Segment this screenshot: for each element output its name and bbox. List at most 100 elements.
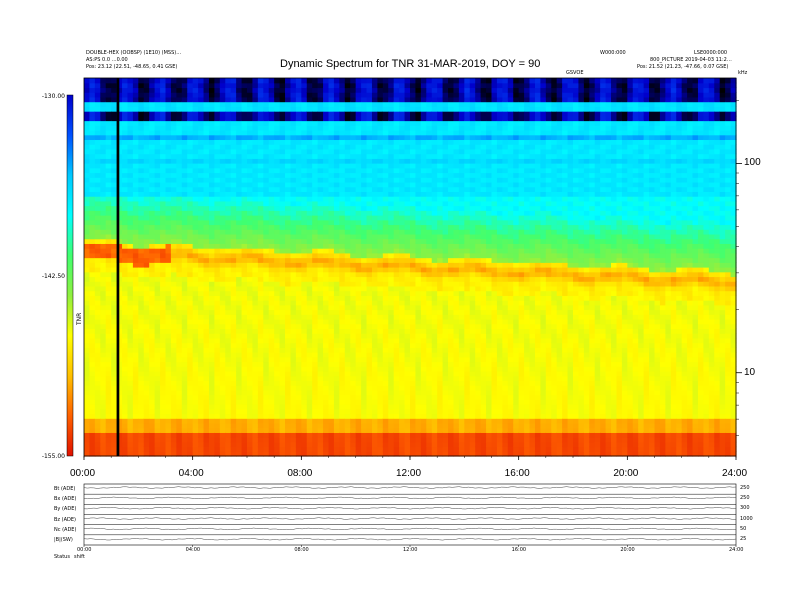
heatmap-cell bbox=[268, 167, 275, 174]
heatmap-cell bbox=[404, 210, 411, 216]
heatmap-cell bbox=[138, 148, 145, 155]
heatmap-cell bbox=[366, 276, 373, 282]
heatmap-cell bbox=[225, 115, 232, 122]
heatmap-cell bbox=[382, 243, 389, 249]
heatmap-cell bbox=[306, 451, 313, 457]
heatmap-cell bbox=[84, 356, 91, 363]
heatmap-cell bbox=[214, 144, 221, 150]
heatmap-cell bbox=[160, 210, 167, 216]
heatmap-cell bbox=[165, 200, 172, 207]
heatmap-cell bbox=[122, 314, 129, 320]
heatmap-cell bbox=[138, 352, 145, 358]
heatmap-cell bbox=[333, 380, 340, 386]
heatmap-cell bbox=[94, 158, 101, 164]
heatmap-cell bbox=[247, 394, 254, 400]
heatmap-cell bbox=[404, 427, 411, 433]
heatmap-cell bbox=[306, 295, 313, 301]
heatmap-cell bbox=[355, 233, 362, 240]
heatmap-cell bbox=[252, 408, 259, 415]
heatmap-cell bbox=[268, 281, 275, 287]
heatmap-cell bbox=[170, 111, 177, 117]
heatmap-cell bbox=[333, 257, 340, 263]
heatmap-cell bbox=[366, 394, 373, 400]
heatmap-cell bbox=[230, 210, 237, 216]
heatmap-cell bbox=[323, 333, 330, 339]
heatmap-cell bbox=[312, 252, 319, 259]
heatmap-cell bbox=[230, 418, 237, 424]
heatmap-cell bbox=[257, 432, 264, 438]
heatmap-cell bbox=[371, 158, 378, 164]
heatmap-cell bbox=[214, 167, 221, 174]
heatmap-cell bbox=[317, 233, 324, 240]
heatmap-cell bbox=[170, 106, 177, 112]
heatmap-cell bbox=[84, 115, 91, 122]
heatmap-cell bbox=[138, 389, 145, 396]
heatmap-cell bbox=[382, 304, 389, 311]
heatmap-cell bbox=[219, 163, 226, 169]
heatmap-cell bbox=[122, 181, 129, 188]
heatmap-cell bbox=[187, 413, 194, 419]
header-left-line3: Pos: 23.12 (22.51, -48.65, 0.41 GSE) bbox=[86, 64, 178, 70]
heatmap-cell bbox=[203, 106, 210, 112]
heatmap-cell bbox=[377, 356, 384, 363]
heatmap-cell bbox=[350, 318, 357, 325]
heatmap-cell bbox=[377, 125, 384, 131]
heatmap-cell bbox=[225, 304, 232, 311]
heatmap-cell bbox=[198, 257, 205, 263]
heatmap-cell bbox=[89, 163, 96, 169]
heatmap-cell bbox=[268, 111, 275, 117]
heatmap-cell bbox=[198, 82, 205, 89]
heatmap-cell bbox=[371, 281, 378, 287]
heatmap-cell bbox=[350, 92, 357, 98]
heatmap-cell bbox=[127, 300, 134, 306]
colorbar-tick-top: -130.00 bbox=[41, 93, 65, 100]
heatmap-cell bbox=[198, 172, 205, 178]
heatmap-cell bbox=[301, 309, 308, 315]
heatmap-cell bbox=[268, 186, 275, 193]
heatmap-cell bbox=[143, 153, 150, 159]
heatmap-cell bbox=[312, 389, 319, 396]
heatmap-cell bbox=[122, 215, 129, 221]
heatmap-cell bbox=[317, 115, 324, 122]
heatmap-cell bbox=[361, 82, 368, 89]
heatmap-cell bbox=[122, 153, 129, 159]
heatmap-cell bbox=[355, 281, 362, 287]
heatmap-cell bbox=[198, 196, 205, 202]
heatmap-cell bbox=[165, 418, 172, 424]
heatmap-cell bbox=[382, 295, 389, 301]
heatmap-cell bbox=[393, 389, 400, 396]
heatmap-cell bbox=[181, 177, 188, 183]
heatmap-cell bbox=[230, 404, 237, 410]
aux-panel-right-tick: 1000 bbox=[740, 515, 753, 522]
heatmap-cell bbox=[252, 300, 259, 306]
heatmap-cell bbox=[399, 115, 406, 122]
heatmap-cell bbox=[371, 186, 378, 193]
heatmap-cell bbox=[393, 427, 400, 433]
heatmap-cell bbox=[154, 304, 161, 311]
heatmap-cell bbox=[404, 318, 411, 325]
heatmap-cell bbox=[404, 196, 411, 202]
heatmap-cell bbox=[214, 404, 221, 410]
heatmap-cell bbox=[122, 295, 129, 301]
heatmap-cell bbox=[84, 309, 91, 315]
heatmap-cell bbox=[230, 233, 237, 240]
heatmap-cell bbox=[415, 243, 422, 249]
heatmap-cell bbox=[377, 380, 384, 386]
heatmap-cell bbox=[279, 285, 286, 292]
heatmap-cell bbox=[333, 437, 340, 443]
heatmap-cell bbox=[176, 394, 183, 400]
heatmap-cell bbox=[350, 262, 357, 268]
heatmap-cell bbox=[203, 413, 210, 419]
chart-title: Dynamic Spectrum for TNR 31-MAR-2019, DO… bbox=[280, 58, 541, 70]
heatmap-cell bbox=[257, 413, 264, 419]
heatmap-cell bbox=[127, 342, 134, 348]
heatmap-cell bbox=[100, 271, 107, 278]
heatmap-cell bbox=[236, 101, 243, 107]
heatmap-cell bbox=[116, 370, 123, 377]
heatmap-cell bbox=[122, 389, 129, 396]
heatmap-cell bbox=[192, 96, 199, 103]
heatmap-cell bbox=[404, 101, 411, 107]
heatmap-cell bbox=[257, 172, 264, 178]
heatmap-cell bbox=[160, 451, 167, 457]
heatmap-cell bbox=[241, 144, 248, 150]
